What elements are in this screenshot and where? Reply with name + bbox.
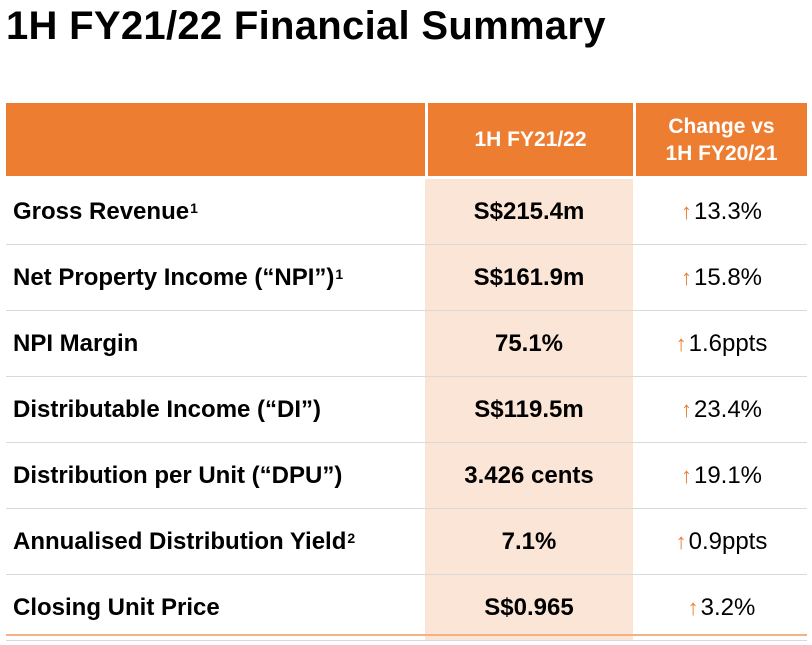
row-label: Net Property Income (“NPI”) 1 <box>13 263 344 291</box>
row-change: ↑ 1.6ppts <box>675 329 768 357</box>
up-arrow-icon: ↑ <box>680 462 692 488</box>
footnote-marker: 2 <box>347 529 356 546</box>
up-arrow-icon: ↑ <box>675 330 687 356</box>
row-label: NPI Margin <box>13 329 139 357</box>
financial-summary-table: 1H FY21/22 Change vs 1H FY20/21 Gross Re… <box>6 103 807 641</box>
header-change: Change vs 1H FY20/21 <box>636 103 807 176</box>
header-change-line1: Change vs <box>668 114 775 138</box>
footnote-marker: 1 <box>335 265 344 282</box>
up-arrow-icon: ↑ <box>687 594 699 620</box>
row-value: 75.1% <box>425 311 633 376</box>
table-row: Gross Revenue 1 S$215.4m ↑ 13.3% <box>6 179 807 245</box>
table-bottom-rule <box>6 634 807 636</box>
row-value: 7.1% <box>425 509 633 574</box>
row-value: S$0.965 <box>425 575 633 640</box>
row-change: ↑ 13.3% <box>680 197 763 225</box>
table-row: Distributable Income (“DI”) S$119.5m ↑ 23… <box>6 377 807 443</box>
row-label: Distribution per Unit (“DPU”) <box>13 461 343 489</box>
row-value: S$215.4m <box>425 179 633 244</box>
table-row: Annualised Distribution Yield 2 7.1% ↑ 0.9… <box>6 509 807 575</box>
row-value: S$119.5m <box>425 377 633 442</box>
up-arrow-icon: ↑ <box>680 264 692 290</box>
row-change: ↑ 15.8% <box>680 263 763 291</box>
up-arrow-icon: ↑ <box>675 528 687 554</box>
row-value: 3.426 cents <box>425 443 633 508</box>
table-row: NPI Margin 75.1% ↑ 1.6ppts <box>6 311 807 377</box>
row-change: ↑ 19.1% <box>680 461 763 489</box>
up-arrow-icon: ↑ <box>680 198 692 224</box>
up-arrow-icon: ↑ <box>680 396 692 422</box>
table-row: Distribution per Unit (“DPU”) 3.426 cent… <box>6 443 807 509</box>
row-label: Gross Revenue 1 <box>13 197 198 225</box>
row-label: Annualised Distribution Yield 2 <box>13 527 356 555</box>
row-label: Distributable Income (“DI”) <box>13 395 322 423</box>
row-change: ↑ 23.4% <box>680 395 763 423</box>
table-row: Closing Unit Price S$0.965 ↑ 3.2% <box>6 575 807 641</box>
row-change: ↑ 0.9ppts <box>675 527 768 555</box>
row-label: Closing Unit Price <box>13 593 220 621</box>
row-change: ↑ 3.2% <box>687 593 756 621</box>
row-value: S$161.9m <box>425 245 633 310</box>
header-current-period: 1H FY21/22 <box>425 103 636 176</box>
page-title: 1H FY21/22 Financial Summary <box>6 4 606 48</box>
header-change-line2: 1H FY20/21 <box>665 141 778 165</box>
footnote-marker: 1 <box>190 199 198 216</box>
table-header: 1H FY21/22 Change vs 1H FY20/21 <box>6 103 807 179</box>
table-row: Net Property Income (“NPI”) 1 S$161.9m ↑ 1… <box>6 245 807 311</box>
